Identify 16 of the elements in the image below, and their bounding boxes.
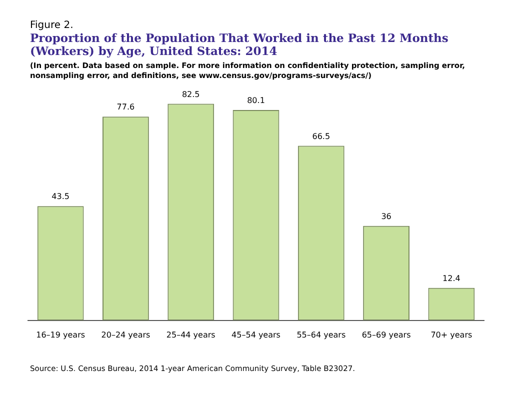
data-label: 36 — [381, 212, 392, 221]
x-tick-label: 16–19 years — [36, 330, 86, 340]
data-label: 77.6 — [116, 102, 135, 112]
x-tick-label: 65–69 years — [362, 330, 411, 340]
x-tick-label: 45–54 years — [232, 330, 280, 340]
x-tick-label: 55–64 years — [296, 330, 346, 340]
data-label: 82.5 — [182, 90, 200, 99]
data-label: 12.4 — [442, 274, 460, 283]
data-label: 80.1 — [247, 96, 265, 106]
x-tick-label: 70+ years — [430, 330, 472, 340]
caption: Figure 2. — [30, 20, 74, 31]
x-tick-label: 25–44 years — [166, 330, 216, 340]
data-label: 43.5 — [52, 192, 70, 202]
data-label: 66.5 — [312, 132, 330, 141]
chart-title: Proportion of the Population That Worked in the Past 12 Months (Workers) by Age, United States: 2014 — [30, 31, 450, 58]
x-tick-label: 20–24 years — [101, 330, 150, 340]
